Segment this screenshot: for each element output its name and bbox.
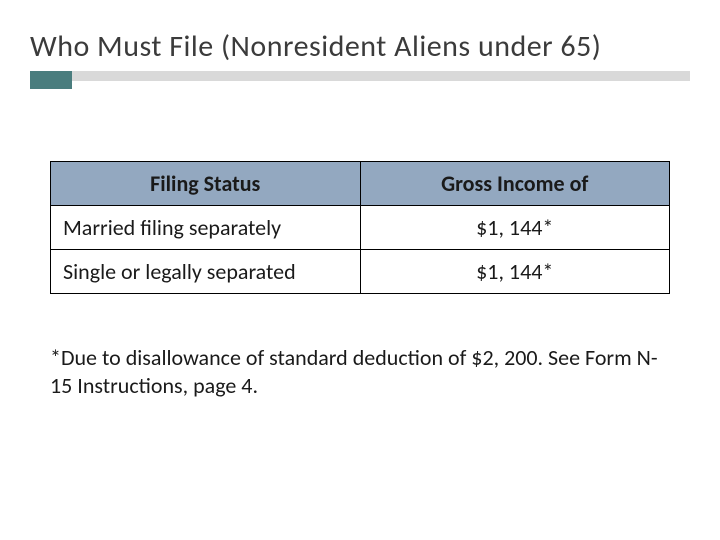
filing-table: Filing Status Gross Income of Married fi… (50, 161, 670, 294)
underline-accent (30, 71, 72, 89)
table-header-row: Filing Status Gross Income of (51, 162, 670, 206)
cell-income: $1, 144* (360, 250, 670, 294)
footnote-text: *Due to disallowance of standard deducti… (50, 344, 670, 399)
cell-status: Single or legally separated (51, 250, 361, 294)
cell-income: $1, 144* (360, 206, 670, 250)
col-header-status: Filing Status (51, 162, 361, 206)
title-underline (30, 71, 690, 89)
slide-title: Who Must File (Nonresident Aliens under … (30, 28, 690, 65)
table-row: Married filing separately $1, 144* (51, 206, 670, 250)
title-block: Who Must File (Nonresident Aliens under … (30, 28, 690, 89)
underline-bar (72, 71, 690, 81)
content-area: Filing Status Gross Income of Married fi… (30, 101, 690, 399)
slide: Who Must File (Nonresident Aliens under … (0, 0, 720, 540)
col-header-income: Gross Income of (360, 162, 670, 206)
table-row: Single or legally separated $1, 144* (51, 250, 670, 294)
cell-status: Married filing separately (51, 206, 361, 250)
